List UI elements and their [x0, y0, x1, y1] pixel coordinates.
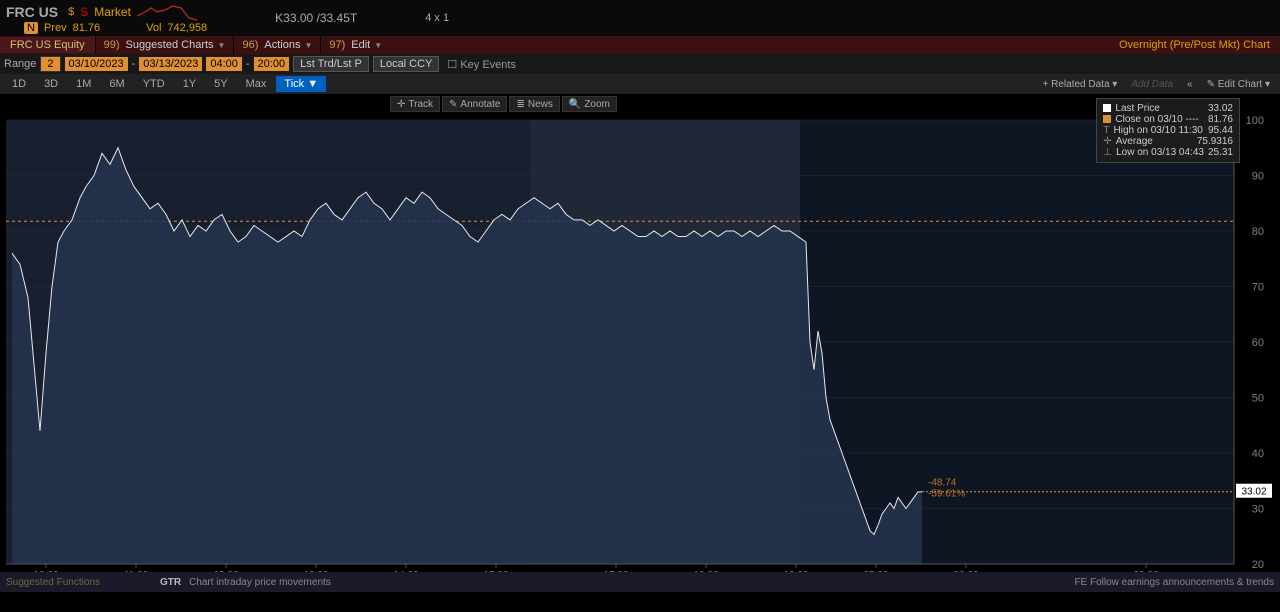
legend-low-label: Low on 03/13 04:43 — [1116, 147, 1204, 158]
footer-bar: Suggested Functions GTR Chart intraday p… — [0, 572, 1280, 592]
mult-value: 4 x 1 — [425, 12, 449, 24]
quote-value: K33.00 /33.45T — [275, 11, 357, 25]
track-button[interactable]: ✛Track — [390, 96, 440, 112]
crosshair-icon: ✛ — [397, 99, 405, 110]
chart-tool-strip: ✛Track ✎Annotate ≣News 🔍Zoom — [390, 96, 617, 112]
time-from-input[interactable]: 04:00 — [206, 57, 242, 71]
legend-last-val: 33.02 — [1208, 103, 1233, 114]
news-icon: ≣ — [516, 99, 524, 110]
prev-value: 81.76 — [73, 22, 101, 34]
svg-text:90: 90 — [1252, 171, 1264, 183]
footer-left: Suggested Functions — [6, 577, 100, 588]
range-bar: 1D 3D 1M 6M YTD 1Y 5Y Max Tick ▼ + Relat… — [0, 74, 1280, 94]
range-1y-button[interactable]: 1Y — [175, 76, 204, 92]
svg-text:50: 50 — [1252, 393, 1264, 405]
zoom-button[interactable]: 🔍Zoom — [562, 96, 617, 112]
ticker-symbol: FRC US — [6, 4, 58, 20]
control-bar: Range 2 03/10/2023 - 03/13/2023 04:00 - … — [0, 54, 1280, 74]
date-from-input[interactable]: 03/10/2023 — [65, 57, 128, 71]
legend-high-val: 95.44 — [1208, 125, 1233, 136]
annotate-button[interactable]: ✎Annotate — [442, 96, 507, 112]
news-button[interactable]: ≣News — [509, 96, 559, 112]
range-6m-button[interactable]: 6M — [101, 76, 132, 92]
svg-text:-59.61%: -59.61% — [928, 489, 965, 500]
legend-close-label: Close on 03/10 ---- — [1115, 114, 1198, 125]
footer-desc: Chart intraday price movements — [189, 577, 331, 588]
prev-label: Prev — [44, 22, 67, 34]
zoom-icon: 🔍 — [569, 99, 581, 110]
chevron-down-icon: ▼ — [374, 41, 382, 50]
legend-high-label: High on 03/10 11:30 — [1114, 125, 1203, 136]
chart-legend: Last Price 33.02 Close on 03/10 ---- 81.76… — [1096, 98, 1240, 163]
related-data-button[interactable]: + Related Data ▾ — [1037, 77, 1124, 92]
equity-badge[interactable]: FRC US Equity — [0, 37, 95, 53]
edit-chart-button[interactable]: ✎ Edit Chart ▾ — [1201, 77, 1276, 92]
top-bar: FRC US $ S Market N Prev 81.76 Vol 742,9… — [0, 0, 1280, 36]
svg-text:40: 40 — [1252, 448, 1264, 460]
keyevents-checkbox[interactable]: ☐ Key Events — [447, 58, 516, 71]
range-1d-button[interactable]: 1D — [4, 76, 34, 92]
vol-label: Vol — [146, 22, 161, 34]
price-chart-svg: 203040506070809010033.02-48.74-59.61%10:… — [0, 94, 1280, 592]
chevron-down-icon: ▼ — [218, 41, 226, 50]
s-badge: S — [80, 5, 88, 19]
chart-area[interactable]: ✛Track ✎Annotate ≣News 🔍Zoom Last Price 3… — [0, 94, 1280, 592]
range-ytd-button[interactable]: YTD — [135, 76, 173, 92]
source-select[interactable]: Lst Trd/Lst P — [293, 56, 369, 72]
range-n-input[interactable]: 2 — [40, 56, 60, 72]
svg-text:20: 20 — [1252, 559, 1264, 571]
legend-avg-val: 75.9316 — [1197, 136, 1233, 147]
legend-close-val: 81.76 — [1208, 114, 1233, 125]
svg-text:70: 70 — [1252, 282, 1264, 294]
sparkline-icon — [137, 2, 197, 22]
market-label: Market — [94, 5, 131, 19]
suggested-charts-button[interactable]: Suggested Charts▼ — [95, 37, 234, 53]
range-tick-button[interactable]: Tick ▼ — [276, 76, 326, 92]
date-to-input[interactable]: 03/13/2023 — [139, 57, 202, 71]
legend-avg-label: Average — [1116, 136, 1153, 147]
chart-title: Overnight (Pre/Post Mkt) Chart — [1119, 39, 1280, 51]
footer-right: FE Follow earnings announcements & trend… — [1074, 577, 1274, 588]
footer-gtr: GTR — [160, 577, 181, 588]
add-data-input[interactable]: Add Data — [1125, 77, 1179, 92]
range-1m-button[interactable]: 1M — [68, 76, 99, 92]
chevron-down-icon: ▼ — [304, 41, 312, 50]
svg-text:80: 80 — [1252, 226, 1264, 238]
news-icon[interactable]: N — [24, 22, 38, 34]
vol-value: 742,958 — [167, 22, 207, 34]
ccy-select[interactable]: Local CCY — [373, 56, 440, 72]
edit-button[interactable]: Edit▼ — [320, 37, 390, 53]
svg-text:60: 60 — [1252, 337, 1264, 349]
collapse-icon[interactable]: « — [1181, 77, 1199, 92]
svg-text:33.02: 33.02 — [1241, 487, 1266, 498]
range-5y-button[interactable]: 5Y — [206, 76, 235, 92]
range-label: Range — [4, 58, 36, 70]
time-to-input[interactable]: 20:00 — [254, 57, 290, 71]
legend-low-val: 25.31 — [1208, 147, 1233, 158]
actions-button[interactable]: Actions▼ — [233, 37, 320, 53]
pencil-icon: ✎ — [449, 99, 457, 110]
svg-text:30: 30 — [1252, 504, 1264, 516]
dollar-icon: $ — [68, 6, 74, 18]
legend-last-label: Last Price — [1115, 103, 1159, 114]
svg-text:100: 100 — [1246, 115, 1264, 127]
info-bar: FRC US Equity Suggested Charts▼ Actions▼… — [0, 36, 1280, 54]
ticker-block: FRC US $ S Market N Prev 81.76 Vol 742,9… — [6, 2, 207, 34]
range-3d-button[interactable]: 3D — [36, 76, 66, 92]
svg-text:-48.74: -48.74 — [928, 478, 957, 489]
range-max-button[interactable]: Max — [238, 76, 275, 92]
